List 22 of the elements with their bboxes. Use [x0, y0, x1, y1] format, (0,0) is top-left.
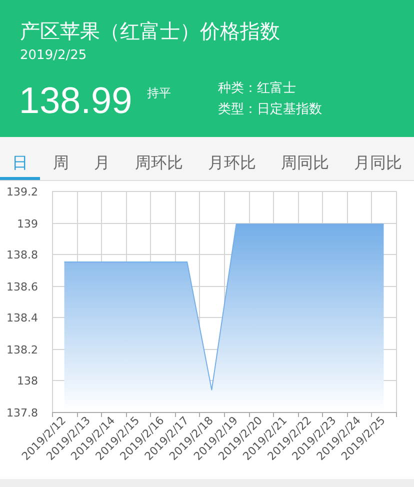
tab-label: 周环比: [135, 153, 183, 172]
chart-title: 产区苹果（红富士）价格指数: [20, 19, 280, 43]
y-tick-label: 138.4: [6, 312, 38, 324]
tab-label-active: 日: [12, 153, 28, 172]
index-value: 138.99: [19, 80, 132, 121]
tab-label: 月: [94, 153, 110, 172]
change-note: 持平: [147, 86, 171, 100]
tab-label: 周同比: [281, 153, 329, 172]
y-tick-label: 138: [17, 374, 38, 388]
y-tick-label: 139: [17, 218, 38, 230]
header: 产区苹果（红富士）价格指数 2019/2/25 138.99 持平 种类：红富士 类型：日定基指数: [0, 0, 414, 137]
y-tick-label: 139.2: [6, 186, 38, 198]
tab-label: 月同比: [354, 153, 402, 172]
y-tick-label: 138.2: [6, 344, 38, 356]
tab-label: 月环比: [208, 153, 256, 172]
chart-subtitle: 2019/2/25: [20, 48, 87, 63]
y-tick-label: 137.8: [6, 406, 38, 420]
y-tick-label: 138.8: [6, 248, 38, 262]
info-variety: 种类：红富士: [218, 81, 296, 96]
info-type: 类型：日定基指数: [218, 102, 322, 117]
tab-label: 周: [53, 153, 69, 172]
y-tick-label: 138.6: [6, 280, 38, 294]
